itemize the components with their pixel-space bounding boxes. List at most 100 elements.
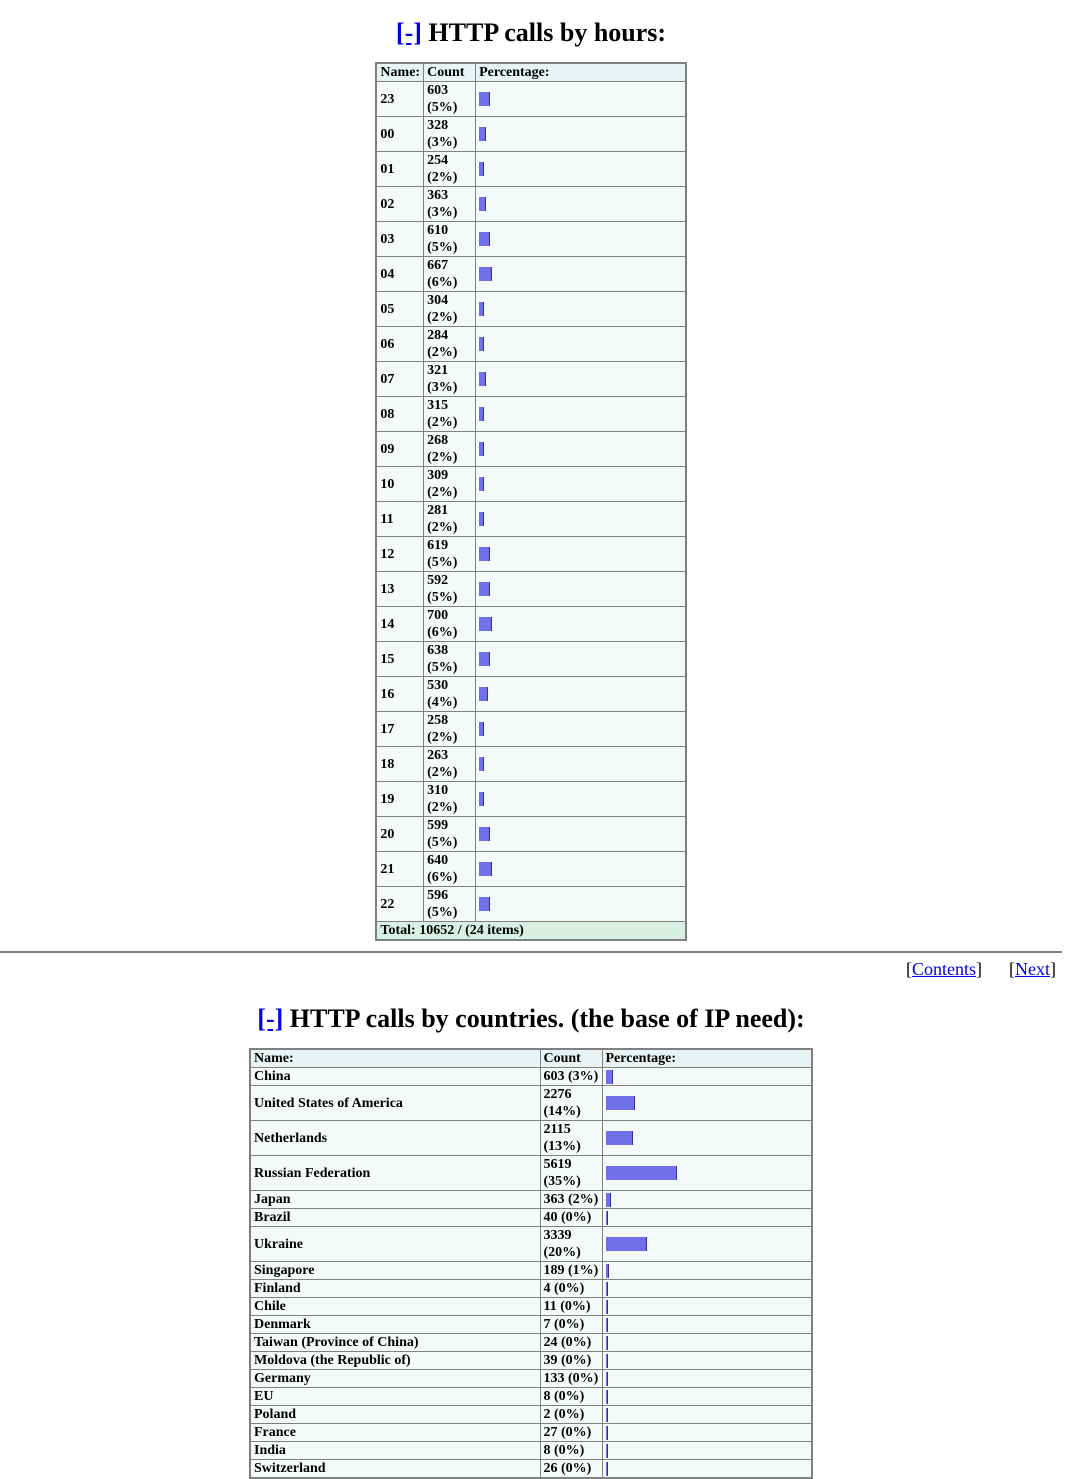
table-row: Ukraine3339 (20%) xyxy=(250,1227,812,1262)
row-bar-cell xyxy=(602,1352,812,1370)
table-row: 15638 (5%) xyxy=(376,642,685,677)
row-count-cell: 592 (5%) xyxy=(424,572,476,607)
row-count-cell: 310 (2%) xyxy=(424,782,476,817)
table-row: 06284 (2%) xyxy=(376,327,685,362)
row-name-cell: Russian Federation xyxy=(250,1156,540,1191)
next-link[interactable]: Next xyxy=(1015,959,1050,979)
row-bar-cell xyxy=(602,1406,812,1424)
hours-col-count: Count xyxy=(424,63,476,82)
hours-total-row: Total: 10652 / (24 items) xyxy=(376,922,685,941)
row-name-cell: France xyxy=(250,1424,540,1442)
percentage-bar xyxy=(606,1318,809,1332)
hours-table: Name: Count Percentage: 23603 (5%)00328 … xyxy=(375,62,686,941)
row-bar-cell xyxy=(476,432,686,467)
row-bar-cell xyxy=(476,152,686,187)
row-bar-cell xyxy=(602,1086,812,1121)
percentage-bar xyxy=(606,1166,809,1180)
row-count-cell: 363 (2%) xyxy=(540,1191,602,1209)
row-count-cell: 640 (6%) xyxy=(424,852,476,887)
percentage-bar xyxy=(479,862,682,876)
table-row: Chile11 (0%) xyxy=(250,1298,812,1316)
row-bar-cell xyxy=(476,327,686,362)
table-row: Denmark7 (0%) xyxy=(250,1316,812,1334)
percentage-bar xyxy=(479,792,682,806)
row-count-cell: 40 (0%) xyxy=(540,1209,602,1227)
row-name-cell: EU xyxy=(250,1388,540,1406)
percentage-bar xyxy=(479,512,682,526)
row-count-cell: 24 (0%) xyxy=(540,1334,602,1352)
row-name-cell: 06 xyxy=(376,327,423,362)
bracket-close: ] xyxy=(976,959,982,979)
countries-table: Name: Count Percentage: China603 (3%)Uni… xyxy=(249,1048,813,1479)
row-count-cell: 254 (2%) xyxy=(424,152,476,187)
table-row: 22596 (5%) xyxy=(376,887,685,922)
countries-title-heading: [-] HTTP calls by countries. (the base o… xyxy=(0,1004,1062,1034)
row-count-cell: 26 (0%) xyxy=(540,1460,602,1479)
percentage-bar xyxy=(606,1211,809,1225)
row-count-cell: 610 (5%) xyxy=(424,222,476,257)
row-bar-cell xyxy=(476,817,686,852)
percentage-bar xyxy=(606,1300,809,1314)
row-name-cell: Moldova (the Republic of) xyxy=(250,1352,540,1370)
percentage-bar xyxy=(606,1070,809,1084)
table-row: Brazil40 (0%) xyxy=(250,1209,812,1227)
percentage-bar xyxy=(479,897,682,911)
row-count-cell: 4 (0%) xyxy=(540,1280,602,1298)
row-name-cell: Germany xyxy=(250,1370,540,1388)
hours-header-row: Name: Count Percentage: xyxy=(376,63,685,82)
percentage-bar xyxy=(606,1390,809,1404)
percentage-bar xyxy=(606,1444,809,1458)
row-count-cell: 530 (4%) xyxy=(424,677,476,712)
row-count-cell: 268 (2%) xyxy=(424,432,476,467)
row-bar-cell xyxy=(476,887,686,922)
collapse-link-countries[interactable]: [-] xyxy=(257,1004,283,1033)
contents-link[interactable]: Contents xyxy=(912,959,976,979)
row-name-cell: 08 xyxy=(376,397,423,432)
row-name-cell: 09 xyxy=(376,432,423,467)
table-row: 23603 (5%) xyxy=(376,82,685,117)
table-row: 07321 (3%) xyxy=(376,362,685,397)
row-name-cell: 12 xyxy=(376,537,423,572)
row-bar-cell xyxy=(476,782,686,817)
row-count-cell: 603 (3%) xyxy=(540,1068,602,1086)
row-name-cell: 02 xyxy=(376,187,423,222)
table-row: Germany133 (0%) xyxy=(250,1370,812,1388)
table-row: 11281 (2%) xyxy=(376,502,685,537)
row-count-cell: 284 (2%) xyxy=(424,327,476,362)
row-bar-cell xyxy=(476,257,686,292)
row-name-cell: United States of America xyxy=(250,1086,540,1121)
table-row: 08315 (2%) xyxy=(376,397,685,432)
table-row: United States of America2276 (14%) xyxy=(250,1086,812,1121)
countries-col-name: Name: xyxy=(250,1049,540,1068)
table-row: France27 (0%) xyxy=(250,1424,812,1442)
table-row: 17258 (2%) xyxy=(376,712,685,747)
row-bar-cell xyxy=(476,747,686,782)
row-name-cell: India xyxy=(250,1442,540,1460)
row-name-cell: 11 xyxy=(376,502,423,537)
hours-col-name: Name: xyxy=(376,63,423,82)
table-row: EU8 (0%) xyxy=(250,1388,812,1406)
row-count-cell: 619 (5%) xyxy=(424,537,476,572)
table-row: Poland2 (0%) xyxy=(250,1406,812,1424)
hours-col-pct: Percentage: xyxy=(476,63,686,82)
row-count-cell: 667 (6%) xyxy=(424,257,476,292)
row-count-cell: 2276 (14%) xyxy=(540,1086,602,1121)
collapse-link-hours[interactable]: [-] xyxy=(396,18,422,47)
countries-col-count: Count xyxy=(540,1049,602,1068)
row-bar-cell xyxy=(602,1227,812,1262)
row-bar-cell xyxy=(602,1191,812,1209)
row-bar-cell xyxy=(602,1298,812,1316)
row-count-cell: 8 (0%) xyxy=(540,1388,602,1406)
row-bar-cell xyxy=(602,1442,812,1460)
table-row: 13592 (5%) xyxy=(376,572,685,607)
percentage-bar xyxy=(479,757,682,771)
row-bar-cell xyxy=(602,1068,812,1086)
table-row: 16530 (4%) xyxy=(376,677,685,712)
table-row: 20599 (5%) xyxy=(376,817,685,852)
row-bar-cell xyxy=(476,467,686,502)
row-bar-cell xyxy=(476,292,686,327)
row-count-cell: 328 (3%) xyxy=(424,117,476,152)
row-bar-cell xyxy=(476,572,686,607)
row-name-cell: Brazil xyxy=(250,1209,540,1227)
table-row: Netherlands2115 (13%) xyxy=(250,1121,812,1156)
